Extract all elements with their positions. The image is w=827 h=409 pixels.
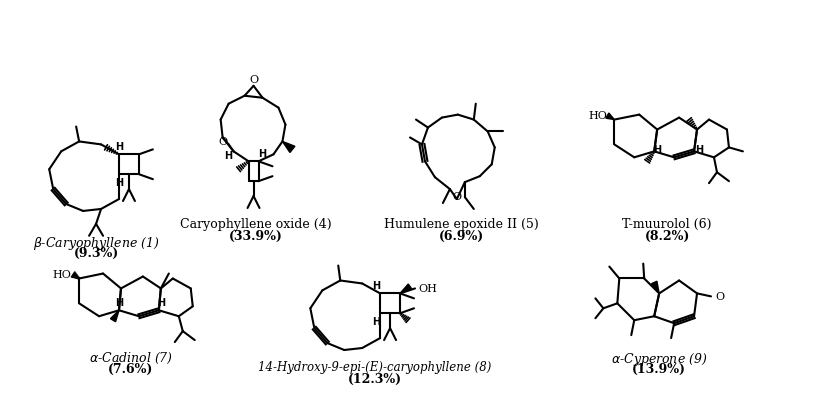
Text: $\alpha$-Cadinol (7): $\alpha$-Cadinol (7) [88, 350, 173, 365]
Polygon shape [111, 310, 119, 322]
Text: H: H [115, 298, 123, 308]
Polygon shape [283, 142, 295, 153]
Text: H: H [115, 142, 123, 152]
Polygon shape [606, 114, 614, 120]
Text: H: H [115, 178, 123, 188]
Text: H: H [695, 145, 703, 155]
Text: $\alpha$-Cyperone (9): $\alpha$-Cyperone (9) [611, 350, 707, 367]
Text: OH: OH [418, 284, 437, 294]
Text: (8.2%): (8.2%) [644, 229, 690, 242]
Text: H: H [372, 281, 380, 291]
Text: H: H [157, 298, 165, 308]
Text: HO: HO [589, 110, 607, 120]
Text: (7.6%): (7.6%) [108, 362, 154, 375]
Text: Caryophyllene oxide (4): Caryophyllene oxide (4) [179, 217, 332, 230]
Text: H: H [653, 145, 662, 155]
Text: (9.3%): (9.3%) [74, 246, 119, 259]
Text: H: H [224, 151, 232, 161]
Text: O: O [249, 74, 258, 85]
Text: HO: HO [52, 269, 71, 279]
Text: 14-Hydroxy-9-​epi-(​E)-caryophyllene (8): 14-Hydroxy-9-​epi-(​E)-caryophyllene (8) [259, 360, 492, 373]
Text: O: O [715, 292, 724, 301]
Text: (12.3%): (12.3%) [348, 372, 402, 385]
Text: (13.9%): (13.9%) [632, 362, 686, 375]
Polygon shape [400, 284, 412, 294]
Text: O: O [452, 191, 461, 202]
Text: (33.9%): (33.9%) [228, 229, 283, 242]
Text: Humulene epoxide II (5): Humulene epoxide II (5) [385, 217, 539, 230]
Text: T-muurolol (6): T-muurolol (6) [623, 217, 712, 230]
Polygon shape [652, 281, 659, 294]
Text: H: H [259, 149, 266, 159]
Text: H: H [372, 317, 380, 326]
Text: $\beta$-Caryophyllene (1): $\beta$-Caryophyllene (1) [32, 234, 160, 251]
Text: (6.9%): (6.9%) [439, 229, 485, 242]
Text: O: O [218, 137, 227, 147]
